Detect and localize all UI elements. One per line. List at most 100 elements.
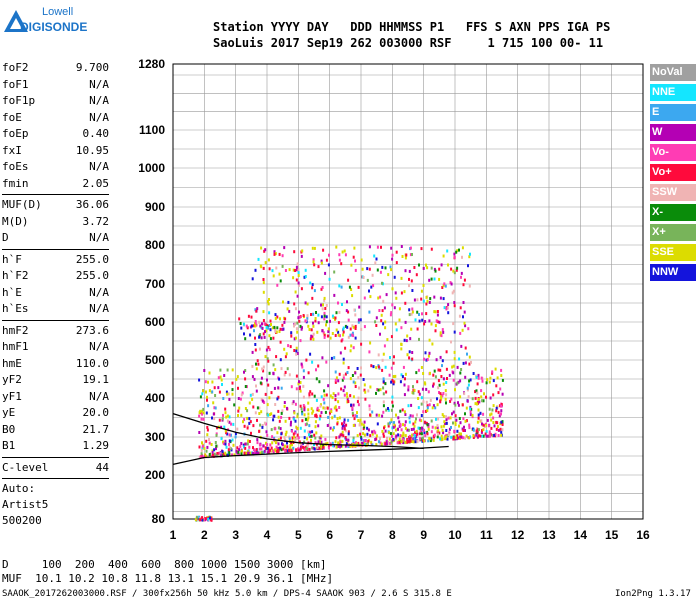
echo-point bbox=[215, 447, 217, 451]
echo-point bbox=[445, 401, 447, 405]
echo-point bbox=[227, 448, 230, 452]
param-key: B1 bbox=[2, 439, 16, 452]
echo-point bbox=[280, 415, 283, 419]
echo-point bbox=[375, 324, 378, 327]
echo-point bbox=[328, 253, 330, 257]
echo-point bbox=[281, 443, 284, 447]
echo-point bbox=[275, 445, 278, 449]
echo-point bbox=[416, 432, 419, 436]
echo-point bbox=[306, 444, 309, 448]
echo-point bbox=[281, 254, 284, 258]
echo-point bbox=[375, 257, 378, 261]
echo-point bbox=[382, 322, 385, 326]
echo-point bbox=[364, 397, 367, 401]
echo-point bbox=[225, 431, 228, 435]
echo-point bbox=[208, 371, 211, 375]
echo-point bbox=[255, 384, 257, 388]
echo-point bbox=[457, 380, 460, 384]
echo-point bbox=[202, 411, 205, 415]
param-row: yF2 19.1 bbox=[2, 372, 109, 389]
echo-point bbox=[291, 436, 294, 440]
echo-point bbox=[442, 297, 445, 301]
echo-point bbox=[459, 371, 462, 375]
echo-point bbox=[295, 349, 298, 353]
echo-point bbox=[352, 444, 355, 448]
echo-point bbox=[247, 439, 250, 443]
echo-point bbox=[325, 304, 328, 307]
echo-point bbox=[213, 406, 216, 410]
echo-point bbox=[336, 420, 339, 424]
echo-point bbox=[295, 278, 298, 282]
echo-point bbox=[395, 413, 397, 417]
echo-point bbox=[266, 300, 269, 304]
echo-point bbox=[353, 308, 356, 312]
echo-point bbox=[369, 413, 372, 417]
echo-point bbox=[255, 448, 258, 451]
echo-point bbox=[220, 378, 223, 382]
echo-point bbox=[426, 266, 429, 270]
echo-point bbox=[406, 438, 409, 441]
echo-point bbox=[423, 322, 426, 326]
echo-point bbox=[334, 316, 337, 320]
echo-point bbox=[200, 452, 203, 456]
echo-point bbox=[450, 340, 452, 344]
echo-point bbox=[342, 333, 345, 337]
echo-point bbox=[414, 440, 417, 444]
echo-point bbox=[398, 437, 401, 441]
echo-point bbox=[346, 325, 349, 329]
echo-point bbox=[312, 258, 315, 262]
echo-point bbox=[295, 268, 298, 272]
param-key: foEp bbox=[2, 127, 29, 140]
echo-point bbox=[435, 319, 438, 323]
echo-point bbox=[417, 426, 420, 430]
param-value: N/A bbox=[89, 110, 109, 124]
param-value: 21.7 bbox=[82, 422, 110, 436]
echo-point bbox=[474, 402, 477, 406]
echo-point bbox=[344, 429, 347, 433]
echo-point bbox=[411, 433, 414, 437]
echo-point bbox=[384, 266, 387, 270]
param-row: foF1 N/A bbox=[2, 77, 109, 94]
echo-point bbox=[362, 378, 365, 381]
echo-point bbox=[340, 285, 343, 289]
echo-point bbox=[438, 267, 441, 271]
echo-point bbox=[426, 404, 429, 408]
x-tick-label: 14 bbox=[574, 528, 588, 542]
x-tick-label: 4 bbox=[264, 528, 271, 542]
echo-point bbox=[444, 422, 446, 426]
echo-point bbox=[426, 358, 429, 361]
echo-point bbox=[226, 453, 229, 457]
echo-point bbox=[453, 357, 456, 361]
echo-point bbox=[445, 381, 448, 384]
echo-point bbox=[201, 412, 204, 416]
echo-point bbox=[334, 405, 337, 409]
echo-point bbox=[439, 392, 442, 396]
echo-point bbox=[211, 416, 213, 420]
echo-point bbox=[205, 439, 208, 443]
echo-point bbox=[283, 320, 286, 324]
y-tick-label: 900 bbox=[145, 200, 165, 214]
echo-point bbox=[415, 273, 418, 277]
echo-point bbox=[293, 250, 296, 254]
echo-point bbox=[434, 329, 437, 333]
echo-point bbox=[369, 434, 372, 438]
echo-point bbox=[406, 428, 409, 432]
echo-point bbox=[402, 431, 405, 435]
echo-point bbox=[269, 448, 271, 452]
echo-point bbox=[377, 388, 380, 392]
echo-point bbox=[254, 348, 257, 352]
echo-point bbox=[368, 407, 371, 411]
echo-point bbox=[260, 376, 263, 380]
echo-point bbox=[306, 316, 309, 320]
y-tick-label: 1100 bbox=[139, 123, 165, 137]
echo-point bbox=[301, 410, 304, 414]
echo-point bbox=[264, 330, 266, 334]
footer-file-info: SAAOK_2017262003000.RSF / 300fx256h 50 k… bbox=[2, 589, 452, 599]
echo-point bbox=[312, 321, 314, 325]
echo-point bbox=[442, 377, 445, 381]
echo-point bbox=[268, 298, 270, 301]
echo-point bbox=[261, 326, 264, 330]
echo-point bbox=[467, 264, 469, 268]
echo-point bbox=[286, 367, 289, 371]
echo-point bbox=[426, 423, 429, 427]
